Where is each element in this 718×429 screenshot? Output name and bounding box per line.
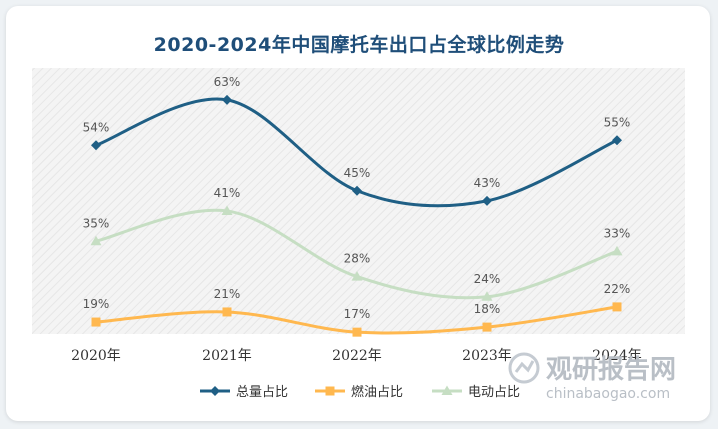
watermark: 观研报告网 chinabaogao.com xyxy=(508,352,676,402)
legend-label-3: 电动占比 xyxy=(468,385,520,400)
plot-area xyxy=(32,68,685,334)
data-point-2-4 xyxy=(482,322,492,332)
data-point-1-3 xyxy=(352,185,362,196)
x-tick-label-1: 2020年 xyxy=(71,348,121,364)
data-label-1-5: 55% xyxy=(604,115,631,129)
data-point-3-3 xyxy=(351,271,363,281)
data-label-3-2: 41% xyxy=(214,186,241,200)
legend-item-1: 总量占比 xyxy=(200,385,288,400)
data-point-3-1 xyxy=(90,235,102,246)
data-point-2-1 xyxy=(91,317,101,327)
legend-label-2: 燃油占比 xyxy=(351,384,403,400)
data-label-1-1: 54% xyxy=(83,120,110,134)
watermark-url: chinabaogao.com xyxy=(546,386,670,402)
data-point-2-2 xyxy=(222,307,232,317)
data-point-1-1 xyxy=(91,140,101,151)
data-label-2-1: 19% xyxy=(83,297,110,311)
legend-marker-3 xyxy=(441,385,453,395)
data-point-1-5 xyxy=(612,135,622,146)
data-label-1-2: 63% xyxy=(214,75,241,89)
data-point-3-4 xyxy=(481,291,493,301)
x-tick-label-4: 2023年 xyxy=(462,348,512,364)
watermark-logo-icon xyxy=(508,352,540,384)
x-tick-label-2: 2021年 xyxy=(202,348,252,364)
x-tick-label-5: 2024年 xyxy=(592,348,642,364)
data-label-2-5: 22% xyxy=(604,282,631,296)
data-label-1-3: 45% xyxy=(344,166,371,180)
data-point-2-3 xyxy=(352,327,362,337)
data-label-2-3: 17% xyxy=(344,307,371,321)
data-label-1-4: 43% xyxy=(474,176,501,190)
data-point-2-5 xyxy=(612,302,622,312)
data-label-3-1: 35% xyxy=(83,216,110,230)
data-point-1-4 xyxy=(482,195,492,206)
data-point-3-2 xyxy=(221,205,233,215)
data-label-3-5: 33% xyxy=(604,226,631,240)
chart-title: 2020-2024年中国摩托车出口占全球比例走势 xyxy=(153,34,565,56)
legend-item-3: 电动占比 xyxy=(432,385,520,400)
x-tick-label-3: 2022年 xyxy=(332,348,382,364)
data-label-2-2: 21% xyxy=(214,287,241,301)
legend-marker-1 xyxy=(210,386,220,396)
legend-marker-2 xyxy=(325,386,335,396)
data-point-3-5 xyxy=(611,245,623,256)
watermark-name: 观研报告网 xyxy=(546,354,676,385)
data-label-3-3: 28% xyxy=(344,252,371,266)
data-point-1-2 xyxy=(222,94,232,105)
data-label-3-4: 24% xyxy=(474,272,501,286)
data-label-2-4: 18% xyxy=(474,302,501,316)
legend: 总量占比 燃油占比 电动占比 xyxy=(200,384,520,400)
legend-label-1: 总量占比 xyxy=(236,385,288,400)
legend-item-2: 燃油占比 xyxy=(315,384,403,400)
